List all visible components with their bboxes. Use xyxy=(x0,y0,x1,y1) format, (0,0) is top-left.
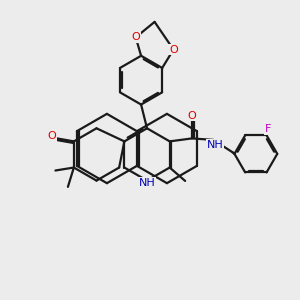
Text: O: O xyxy=(188,110,196,121)
Text: F: F xyxy=(265,124,271,134)
Text: O: O xyxy=(48,131,56,141)
Text: NH: NH xyxy=(206,140,223,150)
Text: NH: NH xyxy=(139,178,155,188)
Text: O: O xyxy=(169,44,178,55)
Text: O: O xyxy=(131,32,140,42)
